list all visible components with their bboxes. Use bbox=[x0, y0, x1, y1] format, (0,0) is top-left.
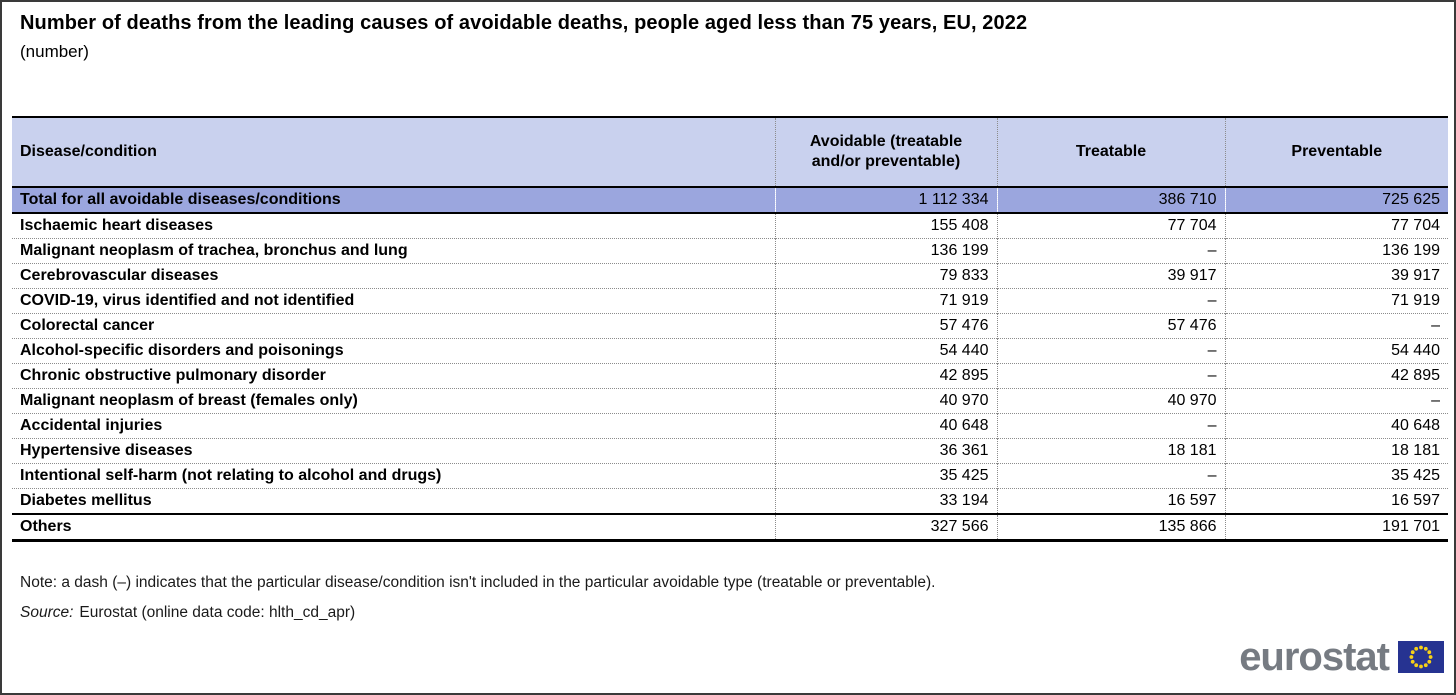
preventable-value-cell: 54 440 bbox=[1224, 338, 1448, 364]
disease-label-cell: Ischaemic heart diseases bbox=[20, 217, 214, 234]
treatable-value-cell: 39 917 bbox=[996, 263, 1225, 289]
table-row: Intentional self-harm (not relating to a… bbox=[12, 463, 1448, 489]
column-header-avoidable: Avoidable (treatable and/or preventable) bbox=[774, 116, 997, 188]
eurostat-logo-text: eurostat bbox=[1239, 635, 1390, 679]
source-text: Eurostat (online data code: hlth_cd_apr) bbox=[79, 604, 356, 621]
treatable-value-cell: 135 866 bbox=[996, 514, 1225, 541]
table-row: Malignant neoplasm of breast (females on… bbox=[12, 388, 1448, 414]
treatable-value-cell: 18 181 bbox=[996, 438, 1225, 464]
table-header: Disease/condition Avoidable (treatable a… bbox=[12, 116, 1448, 188]
source-line: Source: Eurostat (online data code: hlth_… bbox=[20, 604, 1454, 622]
column-header-treatable: Treatable bbox=[996, 116, 1225, 188]
table-body: Total for all avoidable diseases/conditi… bbox=[12, 187, 1448, 541]
preventable-value-cell: 39 917 bbox=[1224, 263, 1448, 289]
eurostat-logo: eurostat bbox=[1239, 635, 1444, 679]
page-subtitle: (number) bbox=[20, 42, 89, 61]
disease-label-cell: Hypertensive diseases bbox=[20, 442, 193, 459]
avoidable-value-cell: 54 440 bbox=[774, 338, 997, 364]
table-row: Hypertensive diseases 36 361 18 181 18 181 bbox=[12, 438, 1448, 464]
preventable-value-cell: 191 701 bbox=[1224, 514, 1448, 541]
preventable-value-cell: 35 425 bbox=[1224, 463, 1448, 489]
avoidable-value-cell: 33 194 bbox=[774, 488, 997, 514]
disease-label-cell: COVID-19, virus identified and not ident… bbox=[20, 292, 355, 309]
table-row: Accidental injuries 40 648–40 648 bbox=[12, 413, 1448, 439]
table-row: Colorectal cancer 57 476 57 476– bbox=[12, 313, 1448, 339]
disease-label-cell: Intentional self-harm (not relating to a… bbox=[20, 467, 442, 484]
table-row: Cerebrovascular diseases 79 833 39 917 39 9… bbox=[12, 263, 1448, 289]
avoidable-value-cell: 40 970 bbox=[774, 388, 997, 414]
preventable-value-cell: 18 181 bbox=[1224, 438, 1448, 464]
avoidable-value-cell: 1 112 334 bbox=[774, 187, 997, 213]
source-label: Source: bbox=[20, 604, 74, 621]
treatable-value-cell: 57 476 bbox=[996, 313, 1225, 339]
table-row: Others 327 566 135 866 191 701 bbox=[12, 514, 1448, 541]
preventable-value-cell: 40 648 bbox=[1224, 413, 1448, 439]
avoidable-deaths-table: Disease/condition Avoidable (treatable a… bbox=[12, 116, 1448, 542]
total-row: Total for all avoidable diseases/conditi… bbox=[12, 187, 1448, 213]
preventable-value-cell: 42 895 bbox=[1224, 363, 1448, 389]
table-row: Ischaemic heart diseases 155 408 77 704 77 … bbox=[12, 213, 1448, 239]
preventable-value-cell: 71 919 bbox=[1224, 288, 1448, 314]
disease-label-cell: Colorectal cancer bbox=[20, 317, 155, 334]
treatable-value-cell: – bbox=[996, 238, 1225, 264]
treatable-value-cell: – bbox=[996, 363, 1225, 389]
treatable-value-cell: 77 704 bbox=[996, 213, 1225, 239]
preventable-value-cell: 77 704 bbox=[1224, 213, 1448, 239]
avoidable-value-cell: 71 919 bbox=[774, 288, 997, 314]
column-header-disease-condition: Disease/condition bbox=[12, 116, 775, 188]
treatable-value-cell: 386 710 bbox=[996, 187, 1225, 213]
disease-label-cell: Alcohol-specific disorders and poisoning… bbox=[20, 342, 344, 359]
table-note: Note: a dash (–) indicates that the part… bbox=[20, 574, 936, 591]
page-title: Number of deaths from the leading causes… bbox=[20, 12, 1028, 34]
eu-flag-icon bbox=[1398, 641, 1444, 673]
disease-label-cell: Accidental injuries bbox=[20, 417, 163, 434]
disease-label-cell: Cerebrovascular diseases bbox=[20, 267, 219, 284]
disease-label-cell: Others bbox=[20, 518, 72, 535]
avoidable-value-cell: 79 833 bbox=[774, 263, 997, 289]
preventable-value-cell: – bbox=[1224, 388, 1448, 414]
preventable-value-cell: 136 199 bbox=[1224, 238, 1448, 264]
column-header-preventable: Preventable bbox=[1224, 116, 1448, 188]
avoidable-value-cell: 57 476 bbox=[774, 313, 997, 339]
table-row: Alcohol-specific disorders and poisoning… bbox=[12, 338, 1448, 364]
avoidable-value-cell: 35 425 bbox=[774, 463, 997, 489]
treatable-value-cell: 16 597 bbox=[996, 488, 1225, 514]
avoidable-value-cell: 327 566 bbox=[774, 514, 997, 541]
treatable-value-cell: – bbox=[996, 413, 1225, 439]
avoidable-value-cell: 155 408 bbox=[774, 213, 997, 239]
avoidable-value-cell: 40 648 bbox=[774, 413, 997, 439]
disease-label-cell: Total for all avoidable diseases/conditi… bbox=[20, 191, 341, 208]
table-row: Malignant neoplasm of trachea, bronchus … bbox=[12, 238, 1448, 264]
avoidable-value-cell: 42 895 bbox=[774, 363, 997, 389]
disease-label-cell: Diabetes mellitus bbox=[20, 492, 152, 509]
treatable-value-cell: – bbox=[996, 463, 1225, 489]
treatable-value-cell: – bbox=[996, 338, 1225, 364]
figure-header: Number of deaths from the leading causes… bbox=[20, 12, 1454, 62]
table-row: COVID-19, virus identified and not ident… bbox=[12, 288, 1448, 314]
avoidable-value-cell: 36 361 bbox=[774, 438, 997, 464]
avoidable-value-cell: 136 199 bbox=[774, 238, 997, 264]
preventable-value-cell: 16 597 bbox=[1224, 488, 1448, 514]
treatable-value-cell: 40 970 bbox=[996, 388, 1225, 414]
table-row: Chronic obstructive pulmonary disorder 42… bbox=[12, 363, 1448, 389]
disease-label-cell: Chronic obstructive pulmonary disorder bbox=[20, 367, 326, 384]
table-row: Diabetes mellitus 33 194 16 597 16 597 bbox=[12, 488, 1448, 514]
disease-label-cell: Malignant neoplasm of breast (females on… bbox=[20, 392, 358, 409]
table-header-row: Disease/condition Avoidable (treatable a… bbox=[12, 116, 1448, 188]
preventable-value-cell: – bbox=[1224, 313, 1448, 339]
disease-label-cell: Malignant neoplasm of trachea, bronchus … bbox=[20, 242, 408, 259]
preventable-value-cell: 725 625 bbox=[1224, 187, 1448, 213]
treatable-value-cell: – bbox=[996, 288, 1225, 314]
